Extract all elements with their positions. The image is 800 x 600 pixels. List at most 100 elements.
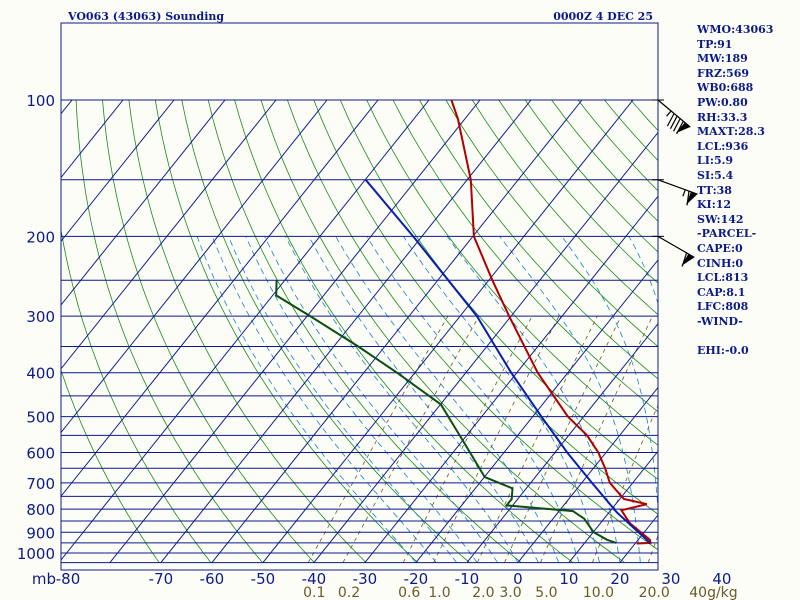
temperature-tick-label: 0 <box>513 570 523 588</box>
index-line <box>697 329 800 344</box>
temperature-line <box>450 99 652 545</box>
index-line: SW:142 <box>697 212 744 226</box>
mixing-ratio-label: 5.0 <box>535 585 557 600</box>
index-line: FRZ:569 <box>697 66 750 80</box>
pressure-tick-label: 1000 <box>17 545 55 563</box>
dry-adiabat-line <box>445 99 658 348</box>
isotherm-line <box>61 99 379 498</box>
index-line: MAXT:28.3 <box>697 125 765 139</box>
moist-adiabat-line <box>499 236 641 563</box>
dry-adiabat-line <box>207 99 522 563</box>
isotherm-line <box>61 99 226 306</box>
dry-adiabat-line <box>128 99 367 563</box>
moist-adiabat-line <box>228 236 458 563</box>
temperature-tick-label: -30 <box>353 570 378 588</box>
isotherm-line <box>109 99 481 563</box>
mixing-ratio-line <box>342 315 480 563</box>
pressure-tick-label: 200 <box>26 228 55 246</box>
isotherm-line <box>517 386 658 563</box>
mixing-ratio-line <box>477 315 598 563</box>
index-line: LCL:813 <box>697 271 749 285</box>
wind-barb <box>652 235 695 267</box>
temperature-tick-label: 10 <box>559 570 578 588</box>
mixing-ratio-line <box>540 315 653 563</box>
pressure-tick-label: 800 <box>26 501 55 519</box>
mixing-ratio-line <box>504 315 622 563</box>
pressure-tick-label: 900 <box>26 524 55 542</box>
isotherm-line <box>415 259 658 563</box>
isotherm-line <box>568 450 658 563</box>
temperature-tick-label: mb <box>32 570 56 588</box>
moist-adiabat-line <box>366 236 580 563</box>
dry-adiabat-line <box>102 99 315 563</box>
isotherm-line <box>466 322 658 563</box>
dry-adiabat-line <box>287 99 658 551</box>
grid-lines <box>61 99 658 564</box>
dry-adiabat-line <box>313 99 658 515</box>
dry-adiabat-line <box>181 99 470 563</box>
index-line: MW:189 <box>697 52 748 66</box>
moist-adiabat-line <box>403 236 600 563</box>
chart-time: 0000Z 4 DEC 25 <box>553 10 653 23</box>
plot-area <box>61 99 658 564</box>
dry-adiabat-line <box>366 99 658 446</box>
index-line: -PARCEL- <box>697 227 757 241</box>
temperature-tick-label: 30 <box>661 570 680 588</box>
index-line: -WIND- <box>697 314 743 328</box>
mixing-ratio-label: 0.6 <box>398 585 420 600</box>
isotherm-line <box>211 99 583 563</box>
index-line: WMO:43063 <box>697 23 774 36</box>
index-line: CINH:0 <box>697 256 744 270</box>
temperature-tick-label: -60 <box>200 570 225 588</box>
mixing-ratio-label: 1.0 <box>428 585 450 600</box>
dry-adiabat-line <box>154 99 419 563</box>
mixing-ratio-label: 3.0 <box>499 585 521 600</box>
dry-adiabat-line <box>61 369 160 563</box>
index-line: KI:12 <box>697 198 732 212</box>
dry-adiabats <box>61 99 658 563</box>
temperature-tick-label: 40 <box>712 570 731 588</box>
dry-adiabat-line <box>392 99 658 413</box>
moist-adiabats <box>196 236 658 563</box>
index-line: LFC:808 <box>697 300 749 314</box>
index-line: PW:0.80 <box>697 95 748 109</box>
index-line: TT:38 <box>697 183 732 197</box>
moist-adiabat-line <box>264 236 498 563</box>
mixing-ratio-label: 0.1 <box>303 585 325 600</box>
index-line: TP:91 <box>697 37 733 51</box>
isotherm-line <box>364 195 658 563</box>
mixing-ratio-label: 10.0 <box>583 585 614 600</box>
mixing-ratio-line <box>307 315 449 563</box>
profile-lines <box>275 99 652 545</box>
index-line: CAP:8.1 <box>697 285 746 299</box>
plot-border <box>60 22 659 571</box>
temperature-tick-label: -80 <box>56 570 81 588</box>
mixing-ratio-label: 20.0 <box>639 585 670 600</box>
isotherm-line <box>313 131 658 563</box>
mixing-ratio-line <box>433 315 560 563</box>
plot-frame <box>60 22 659 571</box>
wind-barb <box>652 179 698 206</box>
moist-adiabat-line <box>561 236 658 516</box>
isotherm-line <box>262 99 634 563</box>
wind-barb <box>652 99 691 135</box>
index-line: EHI:-0.0 <box>697 344 749 358</box>
dry-adiabat-line <box>234 99 574 563</box>
temperature-tick-label: -10 <box>455 570 480 588</box>
temperature-tick-label: -70 <box>149 570 174 588</box>
mixing-ratio-label: 40g/kg <box>689 585 737 600</box>
pressure-tick-label: 300 <box>26 308 55 326</box>
moist-adiabat-line <box>196 236 417 563</box>
pressure-tick-label: 100 <box>26 92 55 110</box>
index-line: CAPE:0 <box>697 241 743 255</box>
dewpoint-line <box>275 280 617 544</box>
mixing-ratio-label: 2.0 <box>472 585 494 600</box>
moist-adiabat-line <box>446 236 621 563</box>
isotherm-line <box>61 99 277 370</box>
mixing-ratio-label: 0.2 <box>338 585 360 600</box>
dry-adiabat-line <box>75 99 263 563</box>
pressure-tick-label: 500 <box>26 409 55 427</box>
index-line: SI:5.4 <box>697 168 734 182</box>
